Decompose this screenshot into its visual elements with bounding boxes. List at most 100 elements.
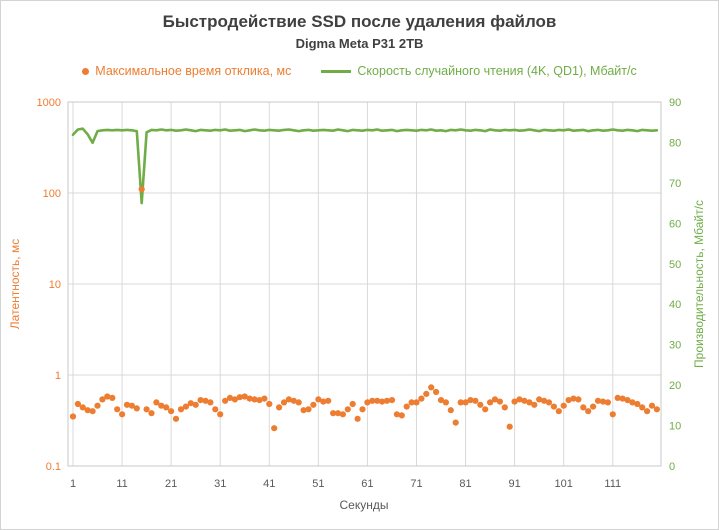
x-tick-label: 91 [509, 478, 521, 490]
latency-point [261, 395, 268, 402]
latency-point [344, 406, 351, 413]
latency-point [423, 390, 430, 397]
latency-point [462, 399, 469, 406]
y-right-tick-label: 40 [669, 299, 681, 311]
y-right-tick-label: 60 [669, 218, 681, 230]
latency-point [69, 413, 77, 420]
latency-point [437, 397, 445, 404]
chart-subtitle: Digma Meta P31 2TB [295, 36, 424, 51]
latency-point [496, 398, 503, 405]
latency-point [349, 400, 356, 408]
latency-point [217, 411, 224, 418]
x-tick-label: 1 [70, 478, 76, 490]
latency-point [231, 396, 238, 403]
latency-point [280, 399, 288, 406]
legend-item-latency: Максимальное время отклика, мс [82, 64, 291, 78]
y-right-tick-label: 10 [669, 421, 681, 433]
legend-label-speed: Скорость случайного чтения (4K, QD1), Мб… [357, 64, 637, 78]
x-tick-label: 31 [214, 478, 226, 490]
y-right-tick-label: 90 [669, 97, 681, 109]
latency-point [114, 406, 121, 413]
y-right-tick-label: 30 [669, 340, 681, 352]
latency-point [388, 397, 396, 404]
latency-point [359, 406, 366, 413]
latency-point [644, 408, 651, 415]
latency-point [104, 393, 111, 400]
latency-point [624, 397, 631, 404]
latency-point [565, 397, 572, 404]
latency-point [433, 388, 440, 396]
latency-point [506, 423, 513, 430]
latency-point [516, 396, 523, 403]
latency-point [491, 396, 499, 403]
speed-line-series [71, 127, 659, 205]
latency-point [379, 398, 386, 405]
latency-point [197, 397, 204, 404]
x-tick-label: 41 [263, 478, 275, 490]
latency-point [192, 401, 199, 408]
x-axis-title: Секунды [340, 498, 389, 512]
latency-point [202, 397, 209, 404]
latency-point [580, 404, 587, 411]
y-right-tick-label: 50 [669, 259, 681, 271]
latency-point [575, 396, 582, 403]
y-left-tick-label: 10 [49, 279, 61, 291]
latency-point [555, 408, 562, 415]
y-left-tick-label: 0.1 [46, 461, 61, 473]
latency-point [541, 397, 548, 404]
latency-point [99, 396, 106, 403]
y-right-tick-label: 0 [669, 461, 675, 473]
latency-point [256, 397, 263, 404]
legend-dot-icon [82, 67, 90, 75]
latency-point [467, 397, 474, 404]
y-left-tick-label: 1000 [37, 97, 61, 109]
latency-point [369, 397, 376, 404]
latency-point [241, 393, 248, 400]
latency-point [398, 412, 405, 419]
x-tick-label: 71 [410, 478, 422, 490]
y-right-tick-label: 80 [669, 137, 681, 149]
latency-point [560, 402, 567, 409]
latency-point [89, 408, 96, 415]
latency-point [271, 425, 278, 432]
latency-point [109, 394, 116, 401]
latency-point [158, 402, 165, 409]
latency-point [153, 399, 160, 406]
latency-point [393, 411, 400, 418]
latency-point [84, 407, 91, 414]
latency-point [330, 410, 337, 417]
latency-point [639, 404, 646, 411]
latency-point [501, 404, 508, 411]
x-tick-label: 111 [604, 478, 621, 490]
latency-point [276, 404, 283, 411]
chart-title: Быстродействие SSD после удаления файлов [162, 12, 557, 31]
latency-point [585, 408, 592, 415]
latency-point [266, 400, 273, 408]
latency-point [212, 406, 219, 413]
latency-point [163, 404, 170, 411]
latency-point [526, 399, 533, 406]
latency-point [168, 408, 175, 415]
latency-point [472, 397, 479, 404]
latency-point [619, 395, 626, 402]
y-right-axis-title: Производительность, Мбайт/с [692, 200, 706, 368]
x-tick-label: 61 [361, 478, 373, 490]
latency-point [222, 397, 229, 404]
latency-point [452, 419, 459, 426]
latency-point [521, 397, 528, 404]
latency-point [457, 399, 464, 406]
latency-point [614, 394, 621, 401]
latency-point [251, 396, 258, 403]
y-right-tick-label: 70 [669, 178, 681, 190]
x-tick-label: 51 [312, 478, 324, 490]
latency-point [550, 403, 558, 410]
x-tick-label: 11 [116, 478, 127, 490]
x-tick-label: 81 [459, 478, 471, 490]
latency-point [133, 405, 140, 412]
latency-point [295, 399, 302, 406]
latency-point [207, 399, 214, 406]
latency-point [447, 407, 454, 414]
latency-point [536, 396, 543, 403]
latency-point [177, 406, 185, 413]
